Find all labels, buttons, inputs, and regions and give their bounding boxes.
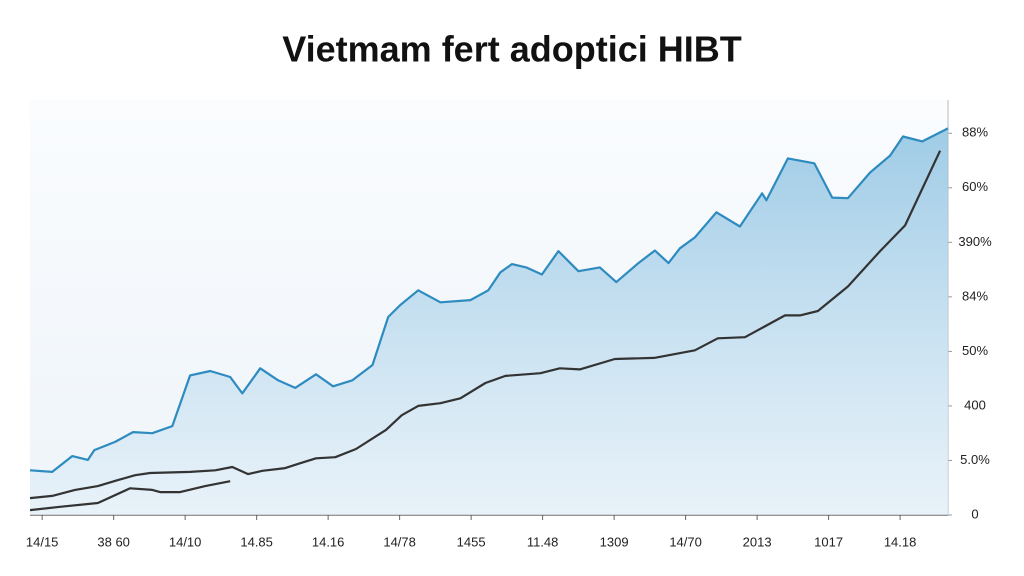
y-tick-label: 88% — [962, 125, 988, 140]
x-tick-label: 14.85 — [240, 534, 273, 549]
y-tick-label: 0 — [971, 506, 978, 521]
y-tick-label: 400 — [964, 397, 986, 412]
y-tick-label: 390% — [958, 234, 992, 249]
x-tick-label: 1455 — [457, 534, 486, 549]
x-tick-label: 14/70 — [669, 534, 702, 549]
line — [29, 127, 949, 473]
x-tick-label: 14/15 — [26, 534, 59, 549]
y-tick-label: 84% — [962, 288, 988, 303]
y-tick-label: 50% — [962, 343, 988, 358]
x-tick-label: 14.18 — [884, 534, 917, 549]
y-tick-label: 60% — [962, 179, 988, 194]
x-tick-label: 2013 — [743, 534, 772, 549]
line — [29, 480, 231, 512]
line — [29, 150, 942, 500]
y-tick-label: 5.0% — [960, 452, 990, 467]
x-tick-label: 1017 — [814, 534, 843, 549]
x-tick-label: 11.48 — [527, 534, 559, 549]
chart-title: Vietmam fert adoptici HIBT — [282, 29, 741, 70]
x-tick-label: 38 60 — [97, 534, 130, 549]
x-tick-label: 14.16 — [312, 534, 345, 549]
x-tick-label: 1309 — [600, 534, 629, 549]
x-tick-label: 14/10 — [169, 534, 202, 549]
x-tick-label: 14/78 — [383, 534, 416, 549]
area — [30, 128, 948, 515]
